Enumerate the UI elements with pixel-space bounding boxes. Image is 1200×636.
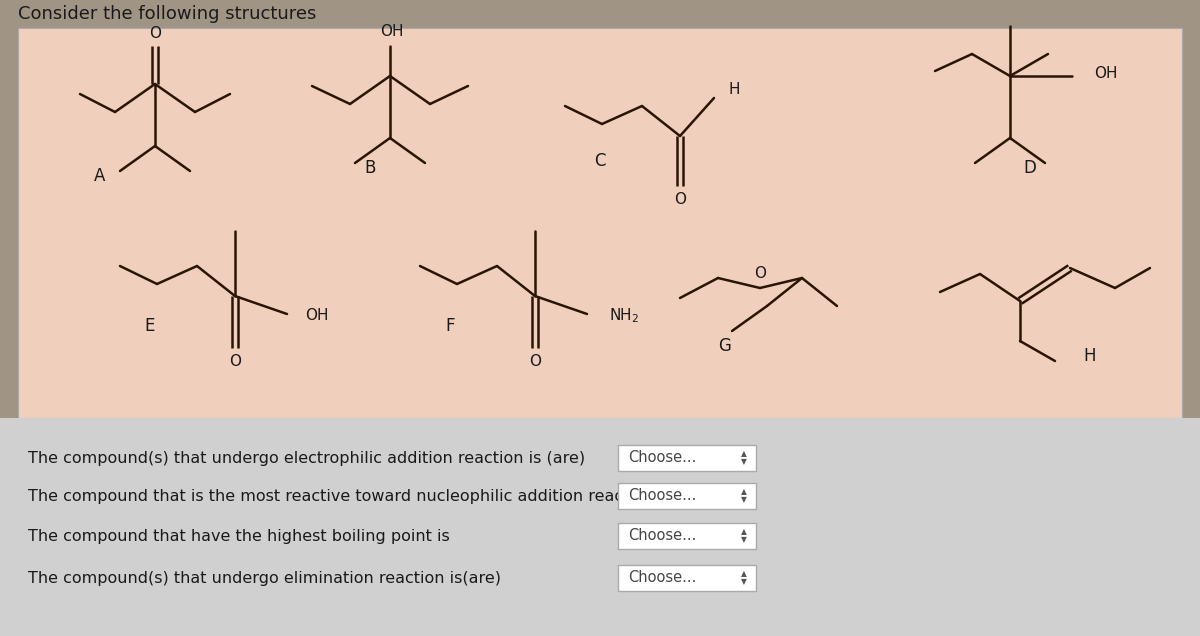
Text: OH: OH xyxy=(305,308,329,324)
Text: OH: OH xyxy=(380,25,403,39)
Text: ▼: ▼ xyxy=(742,536,746,544)
FancyBboxPatch shape xyxy=(618,523,756,549)
Text: ▲: ▲ xyxy=(742,488,746,497)
Text: A: A xyxy=(95,167,106,185)
Text: Choose...: Choose... xyxy=(628,529,696,544)
Text: G: G xyxy=(719,337,732,355)
Text: ▲: ▲ xyxy=(742,569,746,579)
FancyBboxPatch shape xyxy=(0,418,1200,636)
Text: ▲: ▲ xyxy=(742,527,746,537)
FancyBboxPatch shape xyxy=(618,483,756,509)
FancyBboxPatch shape xyxy=(18,28,1182,418)
Text: C: C xyxy=(594,152,606,170)
Text: O: O xyxy=(674,193,686,207)
Text: F: F xyxy=(445,317,455,335)
Text: Choose...: Choose... xyxy=(628,450,696,466)
Text: The compound that have the highest boiling point is: The compound that have the highest boili… xyxy=(28,529,450,544)
Text: E: E xyxy=(145,317,155,335)
Text: D: D xyxy=(1024,159,1037,177)
Text: O: O xyxy=(229,354,241,370)
FancyBboxPatch shape xyxy=(618,565,756,591)
Text: The compound that is the most reactive toward nucleophilic addition reaction is: The compound that is the most reactive t… xyxy=(28,488,672,504)
Text: Choose...: Choose... xyxy=(628,488,696,504)
Text: OH: OH xyxy=(1094,67,1117,81)
Text: O: O xyxy=(529,354,541,370)
Text: H: H xyxy=(728,83,739,97)
Text: Consider the following structures: Consider the following structures xyxy=(18,5,317,23)
Text: ▲: ▲ xyxy=(742,450,746,459)
FancyBboxPatch shape xyxy=(618,445,756,471)
Text: O: O xyxy=(149,27,161,41)
Text: NH$_2$: NH$_2$ xyxy=(610,307,640,326)
Text: H: H xyxy=(1084,347,1097,365)
Text: B: B xyxy=(365,159,376,177)
Text: ▼: ▼ xyxy=(742,457,746,466)
Text: Choose...: Choose... xyxy=(628,570,696,586)
Text: ▼: ▼ xyxy=(742,577,746,586)
Text: The compound(s) that undergo electrophilic addition reaction is (are): The compound(s) that undergo electrophil… xyxy=(28,450,586,466)
Text: ▼: ▼ xyxy=(742,495,746,504)
FancyBboxPatch shape xyxy=(0,0,1200,28)
Text: O: O xyxy=(754,266,766,282)
Text: The compound(s) that undergo elimination reaction is(are): The compound(s) that undergo elimination… xyxy=(28,570,502,586)
